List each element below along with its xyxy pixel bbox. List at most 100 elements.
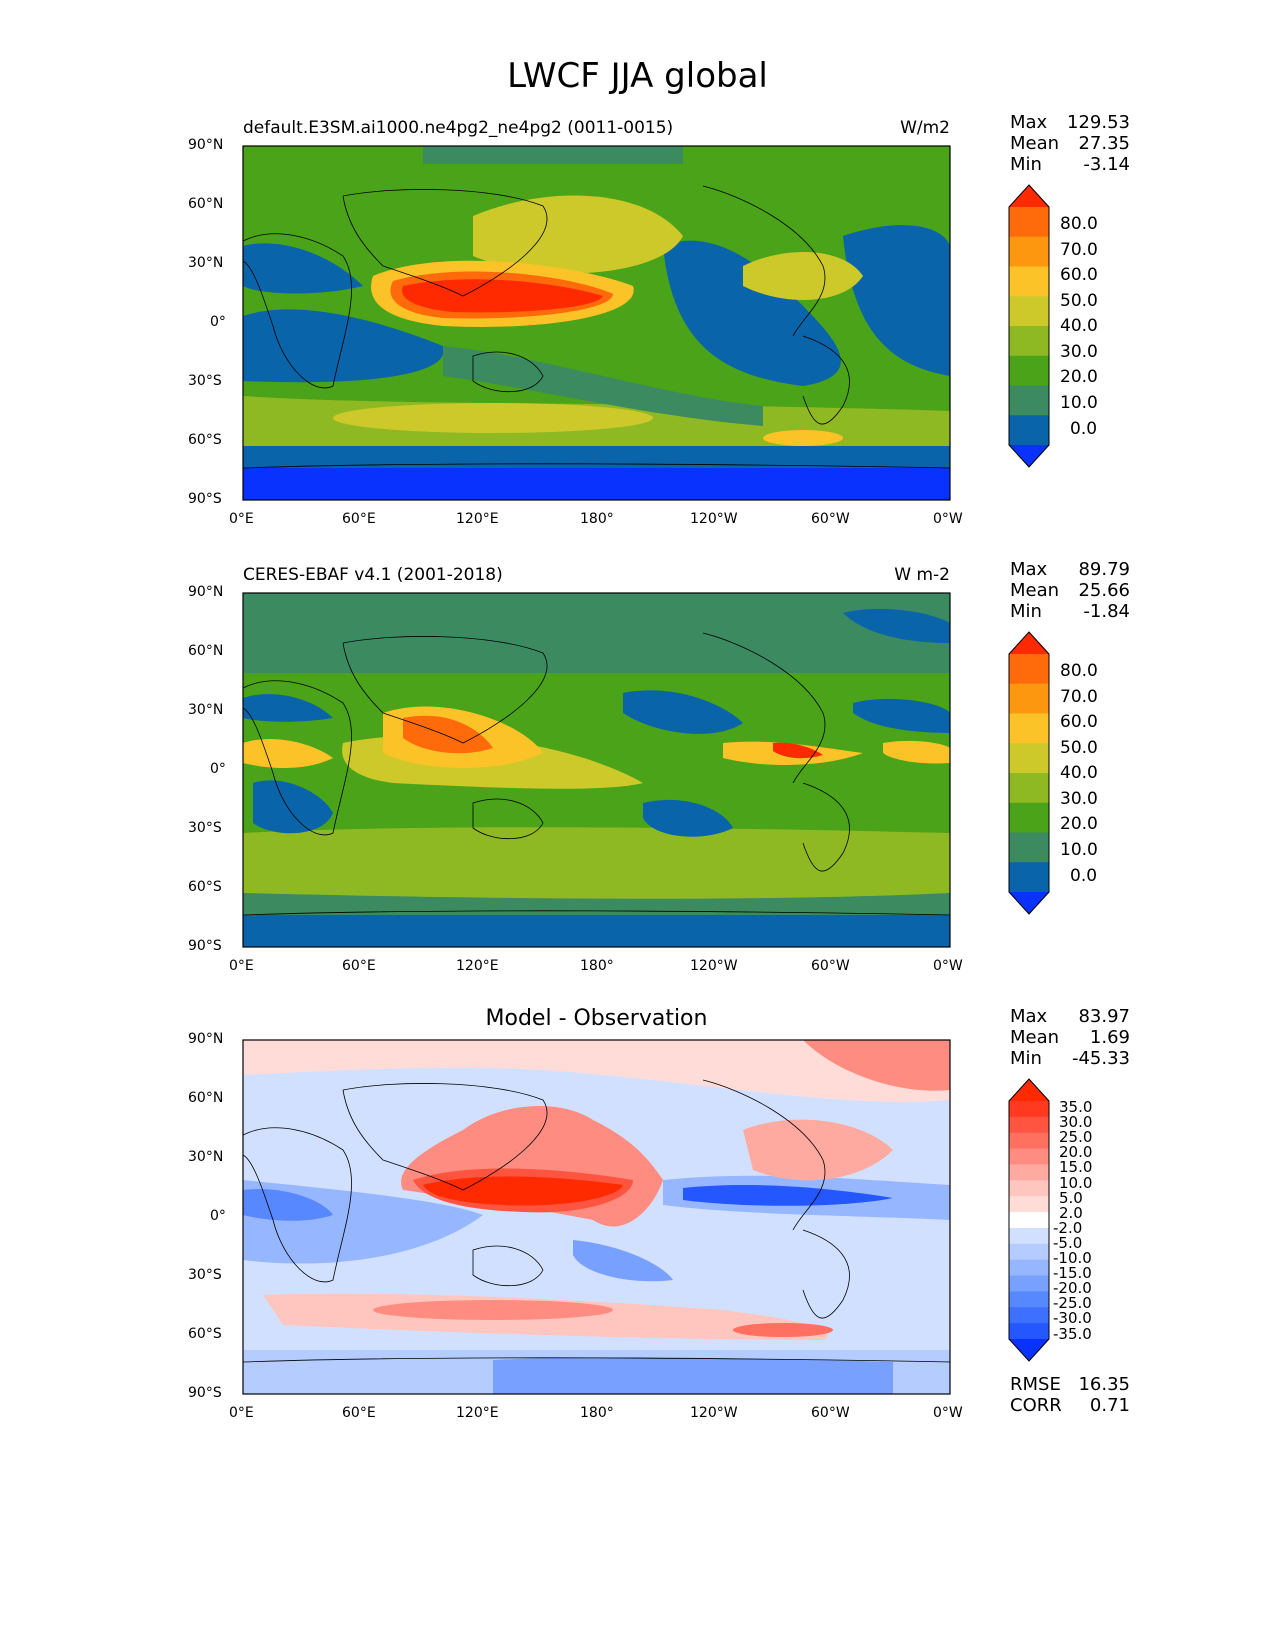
lat-tick: 30°S: [188, 820, 222, 836]
lon-tick: 0°E: [229, 511, 254, 527]
colorbar-swatch: [1009, 802, 1049, 833]
colorbar-swatch: [1009, 1307, 1049, 1324]
lon-tick: 0°W: [933, 511, 963, 527]
colorbar-label: 10.0: [1060, 393, 1098, 413]
obs-africa-convection: [243, 738, 333, 768]
obs-panama-peak: [773, 742, 823, 759]
lat-tick: 30°S: [188, 1267, 222, 1283]
colorbar-swatch: [1009, 355, 1049, 386]
obs-coastlines: [242, 632, 951, 916]
lat-tick: 60°N: [188, 643, 224, 659]
obs-panel-units: W m-2: [894, 565, 950, 585]
model-atlantic-low: [843, 225, 950, 376]
diff-storm-track-red-2: [733, 1323, 833, 1337]
diff-arctic-red: [803, 1040, 950, 1091]
obs-map-frame: [242, 592, 951, 948]
colorbar-swatch: [1009, 207, 1049, 238]
lon-tick: 60°W: [811, 1405, 850, 1421]
diff-arctic-pale: [243, 1040, 950, 1103]
colorbar-extend-min: [1009, 1339, 1049, 1361]
diff-warm-pool-core: [423, 1176, 623, 1206]
lat-tick: 30°S: [188, 373, 222, 389]
diff-map: [242, 1039, 951, 1395]
lat-tick: 90°N: [188, 584, 224, 600]
lat-tick: 0°: [210, 1208, 226, 1224]
colorbar-swatch: [1009, 326, 1049, 357]
diff-antarctic-blue: [493, 1357, 893, 1394]
lat-tick: 0°: [210, 761, 226, 777]
lon-tick: 180°: [580, 511, 614, 527]
lat-tick: 60°S: [188, 1326, 222, 1342]
model-colorbar: [1008, 184, 1050, 468]
diff-north-america-red: [743, 1119, 893, 1181]
model-storm-track-peak-2: [763, 430, 843, 446]
colorbar-label: 35.0: [1059, 1098, 1093, 1116]
colorbar-swatch: [1009, 1196, 1049, 1213]
colorbar-extend-min: [1009, 445, 1049, 467]
obs-panel-title: CERES-EBAF v4.1 (2001-2018): [243, 565, 503, 585]
colorbar-label: 25.0: [1059, 1128, 1093, 1147]
lat-tick: 60°S: [188, 432, 222, 448]
colorbar-swatch: [1009, 1101, 1049, 1118]
colorbar-label: 30.0: [1060, 789, 1098, 809]
lat-tick: 60°S: [188, 879, 222, 895]
colorbar-extend-max: [1009, 185, 1049, 207]
colorbar-label: -30.0: [1053, 1309, 1092, 1328]
colorbar-swatch: [1009, 1148, 1049, 1165]
model-panel-title: default.E3SM.ai1000.ne4pg2_ne4pg2 (0011-…: [243, 118, 674, 138]
colorbar-swatch: [1009, 1116, 1049, 1134]
diff-south-pacific-blue: [573, 1240, 673, 1282]
colorbar-label: -2.0: [1053, 1218, 1083, 1237]
lon-tick: 60°E: [342, 958, 376, 974]
model-indian-ocean-low: [243, 309, 444, 383]
colorbar-swatch: [1009, 1212, 1049, 1229]
colorbar-label: 20.0: [1059, 1143, 1093, 1162]
colorbar-label: -35.0: [1053, 1324, 1092, 1343]
obs-north-pacific-low: [623, 690, 743, 734]
colorbar-swatch: [1009, 296, 1049, 327]
colorbar-swatch: [1009, 1227, 1049, 1245]
lon-tick: 120°W: [690, 958, 738, 974]
obs-atlantic-itcz: [883, 740, 950, 764]
diff-map-frame: [242, 1039, 951, 1395]
lon-tick: 120°W: [690, 511, 738, 527]
colorbar-swatch: [1009, 1291, 1049, 1308]
colorbar-label: 10.0: [1060, 840, 1098, 860]
lat-tick: 0°: [210, 314, 226, 330]
model-south-pacific-band: [443, 346, 763, 426]
colorbar-swatch: [1009, 862, 1049, 893]
obs-south-africa-low: [253, 780, 333, 834]
lon-tick: 60°W: [811, 958, 850, 974]
lat-tick: 60°N: [188, 1090, 224, 1106]
colorbar-outline: [1008, 1078, 1050, 1362]
lon-tick: 60°E: [342, 1405, 376, 1421]
lat-tick: 90°S: [188, 1385, 222, 1401]
model-panel-units: W/m2: [900, 118, 950, 138]
colorbar-label: 0.0: [1070, 866, 1098, 886]
lon-tick: 180°: [580, 1405, 614, 1421]
diff-pacific-itcz-core: [683, 1185, 893, 1206]
colorbar-swatch: [1009, 683, 1049, 714]
colorbar-label: 30.0: [1059, 1113, 1093, 1132]
colorbar-label: 20.0: [1060, 367, 1098, 387]
colorbar-swatch: [1009, 1180, 1049, 1197]
model-map-frame: [242, 145, 951, 501]
colorbar-label: 0.0: [1070, 419, 1098, 439]
colorbar-label: 50.0: [1060, 738, 1098, 758]
colorbar-swatch: [1009, 1275, 1049, 1292]
model-north-america-yellow: [743, 252, 863, 300]
obs-map: [242, 592, 951, 948]
colorbar-swatch: [1009, 743, 1049, 774]
lat-tick: 90°N: [188, 137, 224, 153]
colorbar-swatch: [1009, 236, 1049, 267]
lon-tick: 120°E: [456, 1405, 499, 1421]
colorbar-swatch: [1009, 832, 1049, 863]
colorbar-label: 60.0: [1060, 265, 1098, 285]
obs-sahara-low: [243, 694, 333, 722]
lon-tick: 60°W: [811, 511, 850, 527]
obs-bay-of-bengal: [403, 715, 493, 754]
model-storm-track-peak: [333, 403, 653, 433]
lon-tick: 120°E: [456, 511, 499, 527]
model-sahara-low: [243, 243, 363, 294]
colorbar-label: 80.0: [1060, 214, 1098, 234]
